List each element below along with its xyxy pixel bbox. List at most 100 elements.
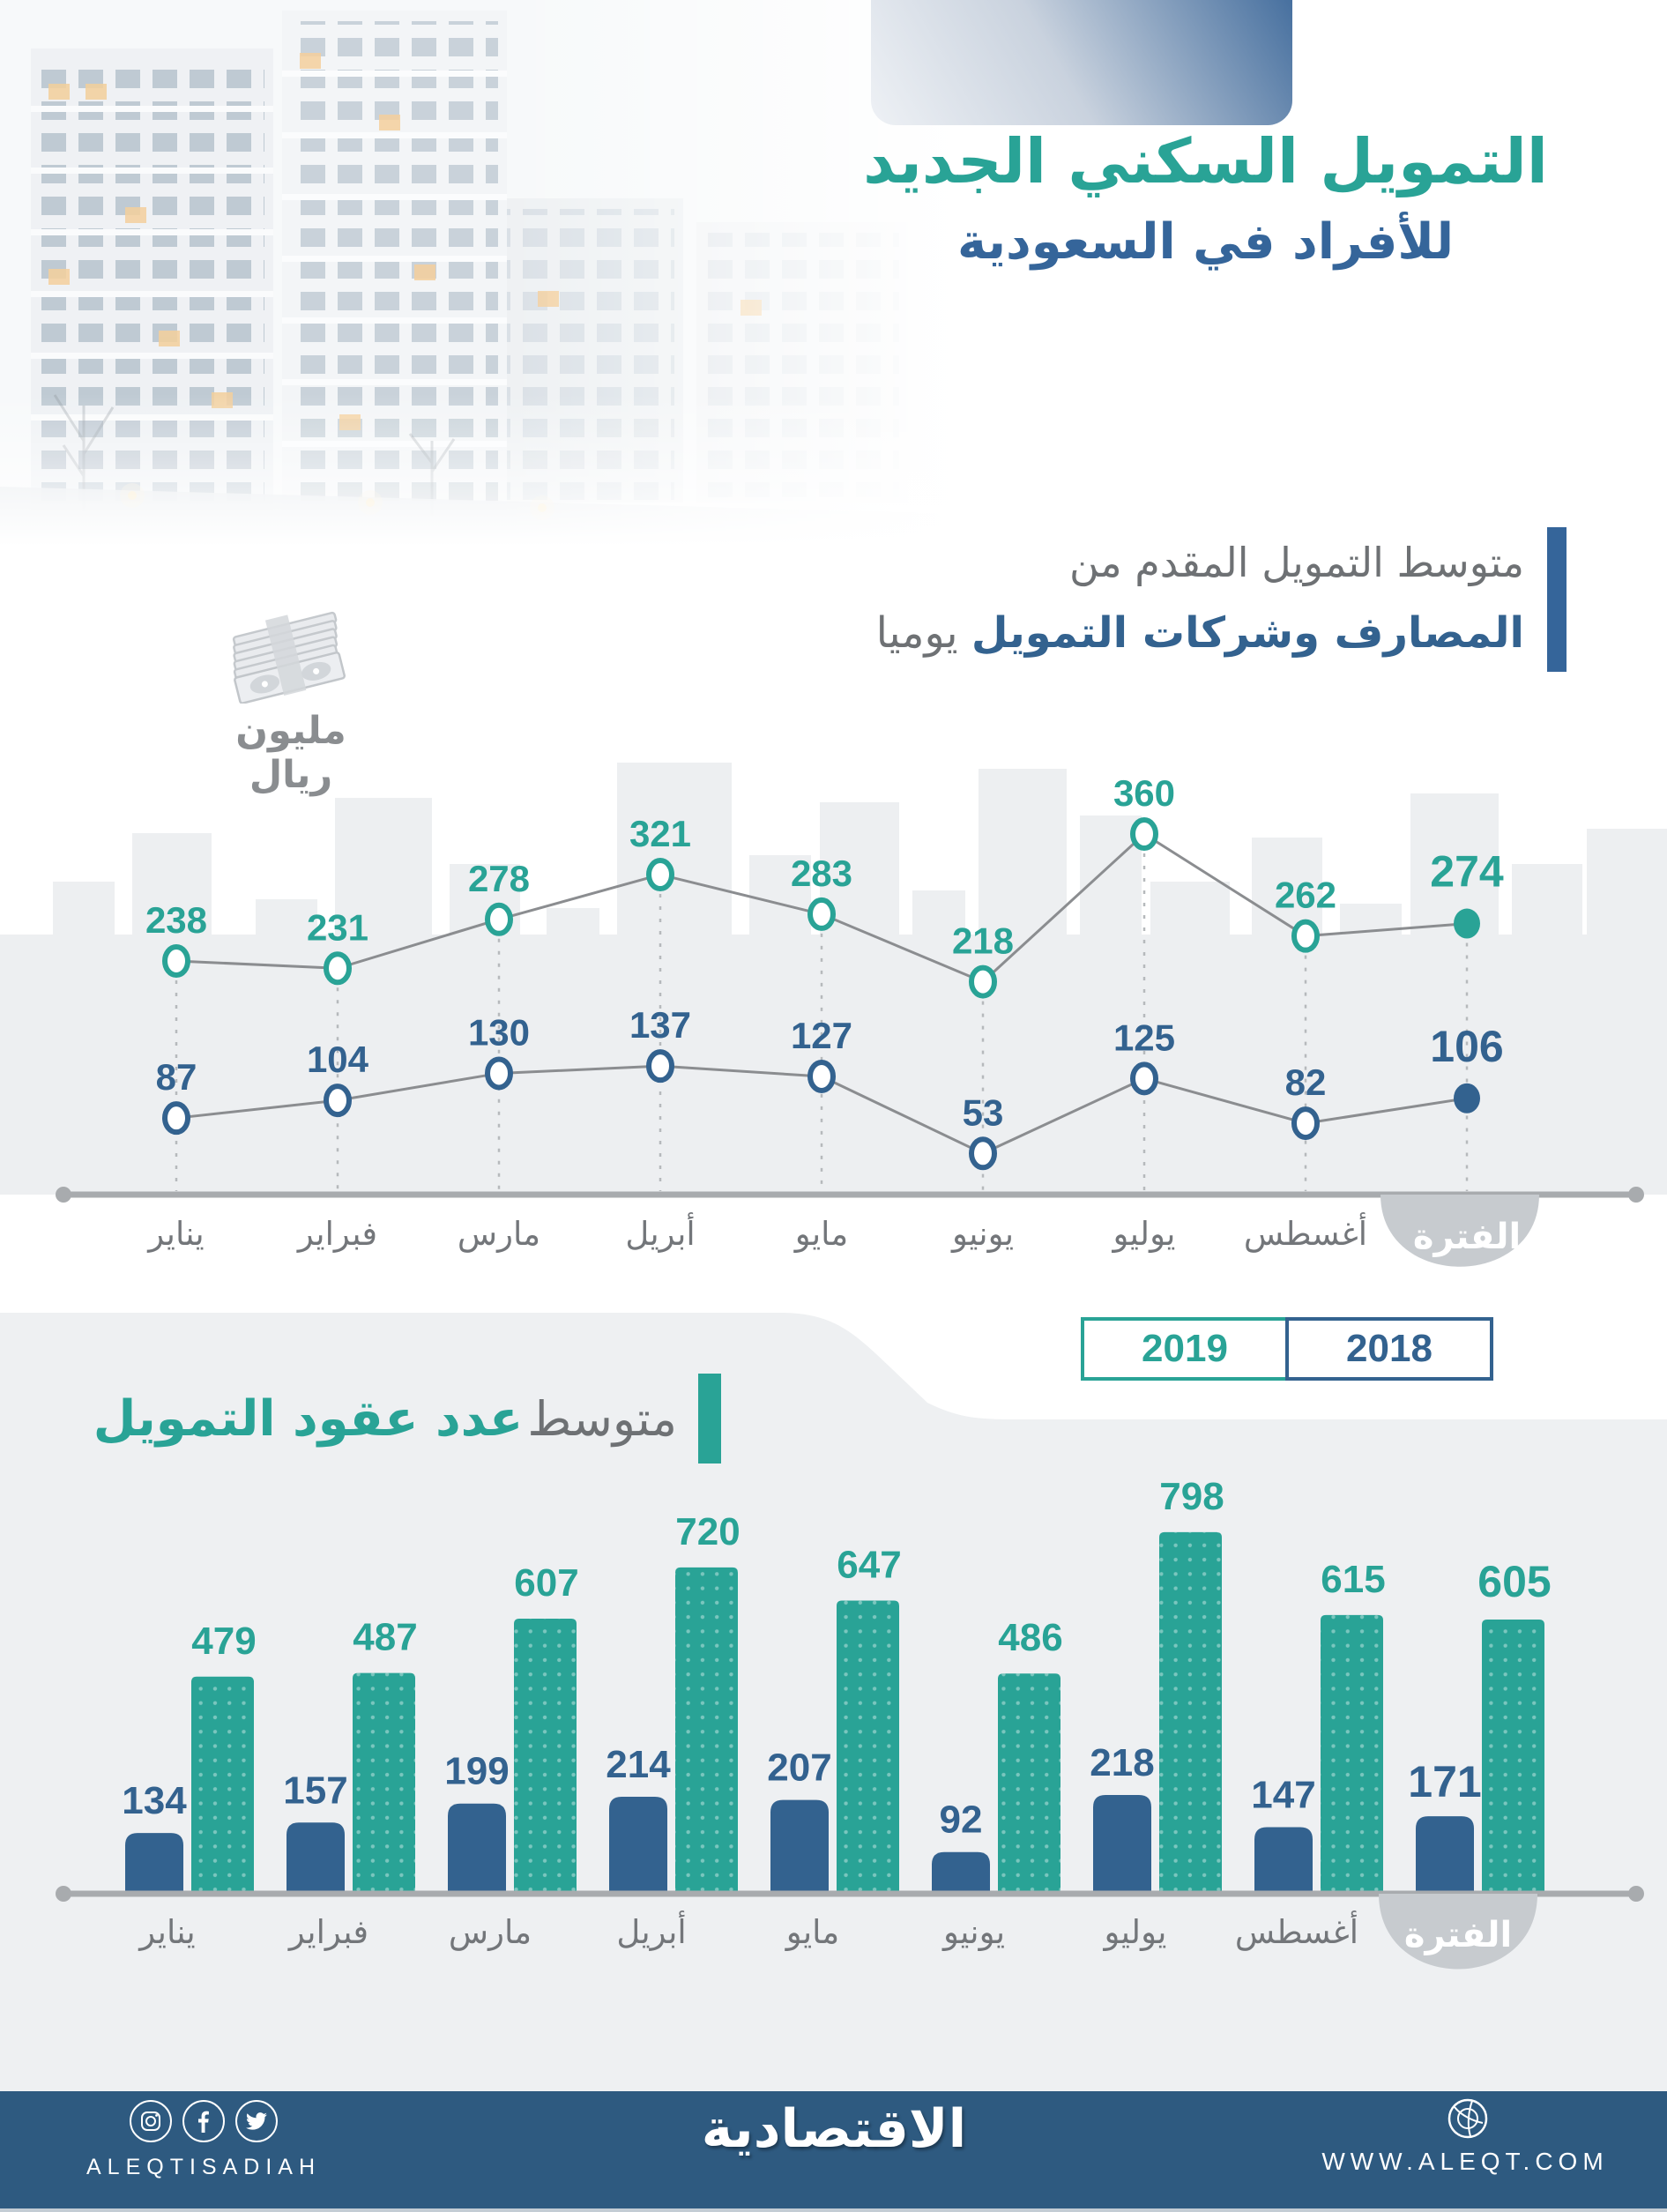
data-point-2018	[1291, 1106, 1320, 1141]
chart-legend: 2019 2018	[1081, 1317, 1493, 1381]
value-label-2018: 171	[1408, 1757, 1481, 1806]
unit-label: مليون ريال	[235, 709, 346, 797]
bar-2019-hatch	[675, 1567, 738, 1894]
month-label: يونيو	[950, 1215, 1014, 1253]
data-point-2019	[1454, 908, 1480, 939]
data-point-2018	[162, 1101, 190, 1136]
value-label-2019: 274	[1430, 847, 1504, 897]
data-point-2019	[1130, 817, 1158, 852]
bar-2018	[287, 1822, 345, 1894]
value-label-2019: 647	[837, 1543, 901, 1586]
value-label-2018: 125	[1113, 1017, 1175, 1058]
contracts-bar-chart: 134 479 157 487 199 607 214 720 207 647 92 486 218 79…	[56, 1481, 1644, 1970]
chart-band	[0, 935, 1667, 1195]
bar-2018	[1254, 1827, 1313, 1894]
bar-2018	[125, 1833, 183, 1894]
month-label: مارس	[449, 1913, 532, 1951]
value-label-2019: 321	[629, 813, 691, 854]
data-point-2018	[807, 1059, 836, 1093]
section2-heading-gray: متوسط	[527, 1390, 677, 1447]
bar-2018	[1416, 1816, 1474, 1894]
value-label-2018: 137	[629, 1004, 691, 1046]
heading-accent-bar	[698, 1374, 721, 1463]
value-label-2018: 214	[606, 1743, 671, 1786]
period-capsule	[1380, 1195, 1539, 1267]
value-label-2018: 130	[468, 1011, 530, 1053]
bar-2018	[609, 1797, 667, 1894]
dribbble-icon[interactable]	[1446, 2097, 1490, 2144]
section1-heading-line1: متوسط التمويل المقدم من	[1069, 539, 1524, 586]
value-label-2018: 87	[156, 1056, 197, 1098]
value-label-2019: 262	[1275, 875, 1336, 916]
section1-heading-suffix: يوميا	[875, 608, 958, 658]
month-label: الفترة	[1413, 1217, 1521, 1257]
value-label-2018: 207	[767, 1747, 831, 1790]
month-label: أبريل	[616, 1910, 686, 1951]
value-label-2018: 157	[283, 1769, 347, 1812]
bar-2019-hatch	[353, 1672, 415, 1894]
value-label-2018: 53	[963, 1091, 1004, 1133]
bar-2019-hatch	[998, 1673, 1060, 1894]
value-label-2019: 360	[1113, 772, 1175, 814]
value-label-2018: 134	[122, 1779, 187, 1822]
footer: ALEQTISADIAH الاقتصادية WWW.ALEQT.COM	[0, 2091, 1667, 2212]
data-point-2019	[807, 897, 836, 931]
axis-end-dot	[56, 1886, 71, 1902]
month-label: فبراير	[296, 1215, 377, 1253]
data-point-2018	[324, 1084, 352, 1118]
data-point-2018	[485, 1056, 513, 1091]
value-label-2019: 605	[1477, 1557, 1551, 1606]
data-point-2019	[324, 951, 352, 986]
value-label-2019: 479	[191, 1620, 256, 1663]
value-label-2019: 798	[1159, 1481, 1224, 1518]
section1-heading: متوسط التمويل المقدم من المصارف وشركات ا…	[876, 527, 1567, 672]
financing-line-chart: 238 231 278 321 283 218 360 262 274 87 104 130 137 12…	[0, 763, 1667, 1267]
heading-accent-bar	[1547, 527, 1567, 672]
value-label-2018: 82	[1285, 1061, 1327, 1103]
brand-logo: الاقتصادية	[701, 2098, 967, 2160]
value-label-2019: 238	[145, 899, 207, 941]
data-point-2019	[1291, 919, 1320, 953]
bar-2018	[770, 1799, 829, 1894]
month-label: أبريل	[625, 1212, 695, 1253]
value-label-2018: 104	[307, 1039, 369, 1080]
value-label-2019: 487	[353, 1616, 417, 1659]
month-label: يونيو	[941, 1913, 1005, 1951]
month-label: يوليو	[1103, 1913, 1167, 1951]
value-label-2019: 231	[307, 906, 368, 948]
section1-heading-bold: المصارف وشركات التمويل	[971, 608, 1524, 658]
value-label-2019: 720	[675, 1510, 740, 1553]
month-label: أغسطس	[1244, 1212, 1367, 1253]
section1-heading-line2: المصارف وشركات التمويل يوميا	[876, 598, 1524, 668]
value-label-2019: 218	[952, 920, 1014, 962]
facebook-icon[interactable]	[182, 2100, 225, 2142]
value-label-2019: 607	[514, 1561, 578, 1605]
month-label: أغسطس	[1235, 1910, 1358, 1951]
city-skyline-background	[0, 763, 1667, 1195]
month-label: مايو	[793, 1215, 849, 1253]
value-label-2019: 278	[468, 858, 530, 899]
page-subtitle: للأفراد في السعودية	[957, 212, 1454, 271]
instagram-icon[interactable]	[130, 2100, 172, 2142]
social-icons	[130, 2100, 278, 2142]
money-stack-icon	[232, 611, 346, 704]
value-label-2019: 283	[791, 853, 852, 894]
axis-end-dot	[1628, 1187, 1644, 1203]
section2-heading-teal: عدد عقود التمويل	[93, 1389, 524, 1448]
month-label: يناير	[146, 1215, 204, 1253]
value-label-2018: 199	[444, 1750, 509, 1793]
page-title: التمويل السكني الجديد	[863, 125, 1548, 197]
month-label: الفترة	[1404, 1915, 1512, 1955]
data-point-2018	[1130, 1061, 1158, 1096]
data-point-2019	[162, 944, 190, 978]
twitter-icon[interactable]	[235, 2100, 278, 2142]
website-url[interactable]: WWW.ALEQT.COM	[1321, 2148, 1609, 2175]
hero-photo-illustration	[0, 0, 1014, 547]
legend-item-2018: 2018	[1285, 1317, 1493, 1381]
value-label-2018: 92	[940, 1799, 983, 1842]
month-label: فبراير	[287, 1913, 368, 1951]
data-point-2019	[969, 964, 997, 999]
month-label: يناير	[138, 1913, 195, 1951]
top-accent-shape	[871, 0, 1292, 125]
